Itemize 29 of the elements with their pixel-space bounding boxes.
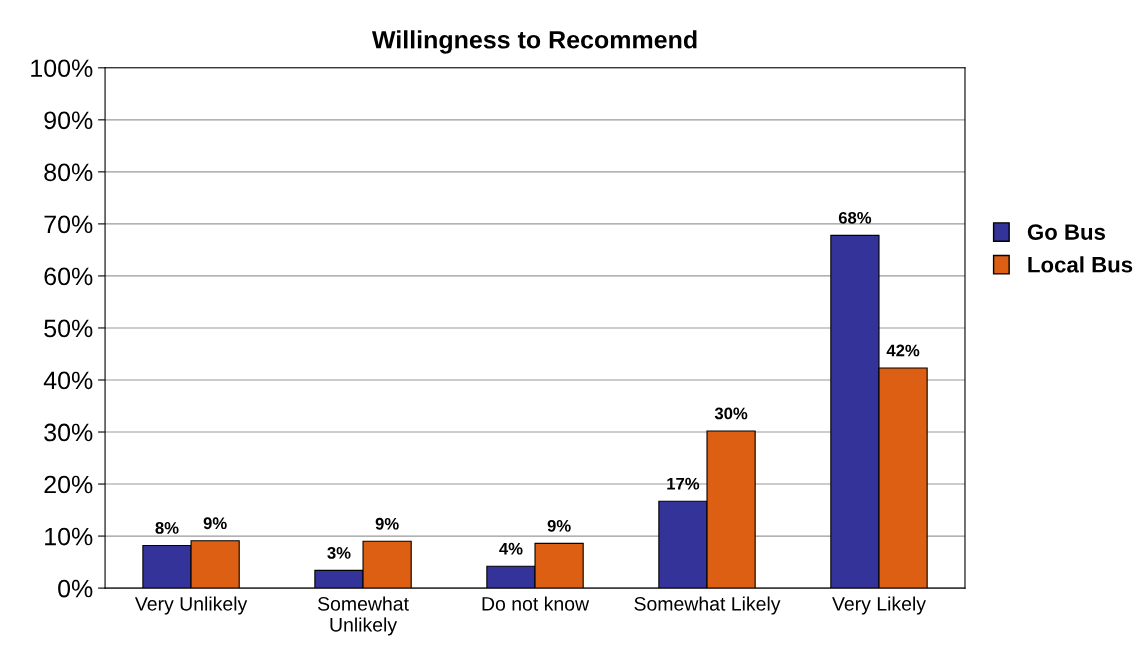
y-tick-label: 80% xyxy=(44,163,93,182)
data-label: 3% xyxy=(327,546,351,559)
data-label: 8% xyxy=(155,522,179,534)
y-tick-label: 60% xyxy=(44,267,93,286)
y-tick-label: 90% xyxy=(44,111,93,130)
y-tick-label: 30% xyxy=(44,423,93,442)
y-tick-label: 0% xyxy=(58,579,93,598)
chart-title: Willingness to Recommend xyxy=(371,30,697,54)
x-tick-label: Do not know xyxy=(482,596,590,611)
legend-label: Local Bus xyxy=(1028,256,1133,273)
x-tick-label: Very Unlikely xyxy=(134,596,248,615)
data-label: 4% xyxy=(499,542,523,555)
y-tick-label: 10% xyxy=(45,527,93,546)
y-tick-label: 50% xyxy=(44,319,93,338)
data-label: 9% xyxy=(375,517,399,530)
data-label: 9% xyxy=(547,519,571,532)
data-label: 9% xyxy=(203,517,227,530)
x-tick-label: Somewhat Likely xyxy=(634,596,781,615)
data-label: 68% xyxy=(838,211,872,224)
x-tick-label: Very Likely xyxy=(832,596,926,615)
y-tick-label: 40% xyxy=(43,371,93,390)
data-label: 17% xyxy=(667,477,700,490)
data-label: 42% xyxy=(886,344,920,357)
y-tick-label: 100% xyxy=(31,59,93,78)
y-tick-label: 70% xyxy=(44,215,93,234)
y-tick-label: 20% xyxy=(44,475,93,494)
legend-label: Go Bus xyxy=(1027,224,1106,240)
x-tick-label: Somewhat Unlikely xyxy=(317,596,409,636)
data-label: 30% xyxy=(714,407,748,420)
